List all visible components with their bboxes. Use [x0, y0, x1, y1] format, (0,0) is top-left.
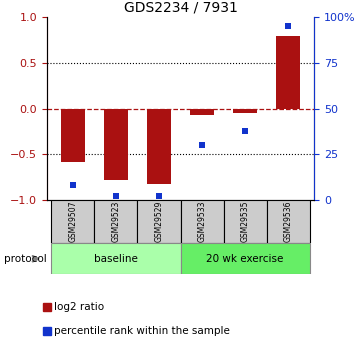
Point [113, 194, 119, 199]
Text: GSM29536: GSM29536 [284, 201, 293, 243]
Point [70, 183, 76, 188]
Bar [233, 109, 257, 113]
Bar [104, 109, 128, 180]
Text: protocol: protocol [4, 254, 46, 264]
Title: GDS2234 / 7931: GDS2234 / 7931 [123, 1, 238, 15]
Point [285, 24, 291, 29]
Text: GSM29535: GSM29535 [241, 201, 249, 243]
Text: baseline: baseline [94, 254, 138, 264]
Bar [223, 200, 267, 243]
Bar [180, 243, 310, 274]
Bar [61, 109, 84, 162]
Point [242, 128, 248, 134]
Bar [267, 200, 310, 243]
Text: GSM29507: GSM29507 [68, 201, 77, 243]
Point [156, 194, 162, 199]
Bar [51, 200, 94, 243]
Bar [277, 36, 300, 109]
Bar [190, 109, 214, 115]
Text: percentile rank within the sample: percentile rank within the sample [54, 326, 230, 336]
Bar [147, 109, 171, 184]
Text: GSM29523: GSM29523 [112, 201, 120, 242]
Bar [51, 243, 180, 274]
Text: 20 wk exercise: 20 wk exercise [206, 254, 284, 264]
Text: GSM29529: GSM29529 [155, 201, 164, 242]
Point [199, 142, 205, 148]
Text: GSM29533: GSM29533 [197, 201, 206, 243]
Bar [138, 200, 180, 243]
Text: log2 ratio: log2 ratio [54, 302, 104, 312]
Bar [94, 200, 138, 243]
Bar [180, 200, 223, 243]
